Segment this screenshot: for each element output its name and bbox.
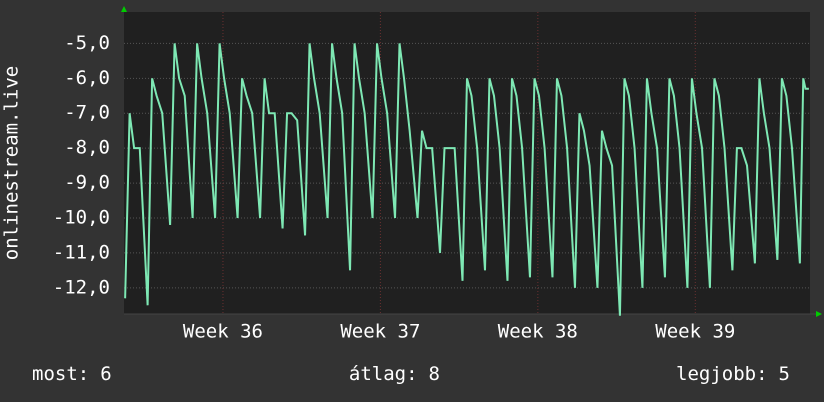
footer-value: 8	[429, 363, 440, 385]
footer-label: átlag:	[349, 363, 418, 385]
x-tick-label: Week 37	[340, 321, 420, 343]
footer-value: 6	[100, 363, 111, 385]
y-tick-label: -12,0	[53, 276, 110, 298]
y-axis-label: onlinestream.live	[1, 66, 23, 260]
footer: most: 6 átlag: 8 legjobb: 5	[32, 363, 790, 385]
x-tick-label: Week 36	[183, 321, 263, 343]
y-arrow	[121, 6, 127, 12]
footer-stat: átlag: 8	[349, 363, 440, 385]
footer-label: most:	[32, 363, 89, 385]
line	[124, 43, 809, 316]
footer-label: legjobb:	[676, 363, 768, 385]
plot-area	[124, 12, 810, 314]
y-tick-label: -10,0	[53, 206, 110, 228]
y-tick-label: -5,0	[64, 32, 110, 54]
x-arrow	[816, 311, 822, 317]
y-tick-label: -7,0	[64, 102, 110, 124]
footer-value: 5	[779, 363, 790, 385]
y-tick-label: -8,0	[64, 137, 110, 159]
y-tick-label: -6,0	[64, 67, 110, 89]
footer-stat: legjobb: 5	[676, 363, 790, 385]
y-tick-label: -11,0	[53, 241, 110, 263]
y-tick-label: -9,0	[64, 172, 110, 194]
footer-stat: most: 6	[32, 363, 112, 385]
x-tick-label: Week 38	[498, 321, 578, 343]
x-tick-label: Week 39	[655, 321, 735, 343]
